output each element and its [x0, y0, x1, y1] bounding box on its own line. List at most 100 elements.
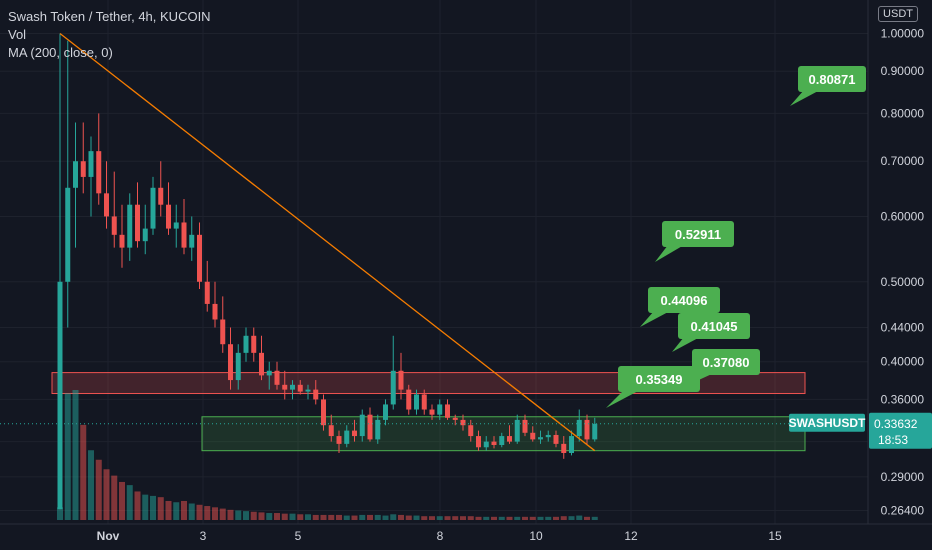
- target-label: 0.41045: [691, 319, 738, 334]
- candle: [569, 436, 574, 453]
- candle: [468, 425, 474, 437]
- candle: [429, 409, 435, 415]
- volume-bar: [57, 507, 63, 520]
- volume-bar: [429, 516, 435, 520]
- volume-bar: [297, 514, 304, 520]
- candle: [390, 370, 396, 405]
- volume-bar: [266, 513, 273, 520]
- target-label: 0.37080: [703, 355, 750, 370]
- volume-bar: [212, 507, 218, 520]
- candle: [460, 419, 466, 426]
- volume-bar: [204, 506, 211, 520]
- candle: [243, 335, 249, 353]
- price-axis-label: 0.29000: [881, 470, 925, 484]
- candle: [282, 384, 288, 390]
- target-pointer: [679, 373, 714, 389]
- volume-bar: [80, 424, 87, 520]
- candle: [111, 216, 117, 235]
- time-axis-label: 15: [768, 529, 782, 543]
- volume-bar: [312, 514, 319, 520]
- volume-bar: [367, 514, 373, 520]
- candle: [414, 394, 419, 410]
- target-pointer: [655, 245, 684, 262]
- volume-bar: [173, 502, 180, 520]
- candle: [538, 437, 543, 440]
- candle: [290, 384, 295, 390]
- price-axis-label: 0.90000: [881, 64, 925, 78]
- volume-bar: [514, 516, 521, 520]
- volume-bar: [359, 514, 366, 520]
- candle: [352, 430, 357, 437]
- candle: [476, 436, 481, 448]
- volume-bar: [227, 509, 234, 520]
- candle: [220, 319, 226, 345]
- volume-bar: [576, 515, 583, 520]
- candle: [328, 425, 334, 437]
- candle: [228, 344, 233, 381]
- volume-bar: [545, 516, 552, 520]
- volume-bar: [88, 450, 94, 520]
- volume-bar: [258, 512, 265, 520]
- volume-bar: [553, 516, 559, 520]
- time-axis-label: 5: [295, 529, 302, 543]
- volume-bar: [219, 508, 226, 520]
- volume-bar: [506, 516, 513, 520]
- chart-legend: Swash Token / Tether, 4h, KUCOIN Vol MA …: [8, 8, 211, 62]
- candle: [65, 187, 71, 282]
- candle: [321, 399, 326, 426]
- currency-button[interactable]: USDT: [878, 6, 918, 22]
- target-box: [618, 366, 700, 392]
- volume-bar: [142, 494, 149, 520]
- candle: [204, 281, 210, 304]
- target-label: 0.80871: [809, 72, 856, 87]
- volume-bar: [165, 500, 172, 520]
- candle: [375, 419, 381, 440]
- volume-bar: [243, 511, 249, 520]
- candle: [259, 352, 264, 376]
- candle: [367, 414, 373, 440]
- volume-bar: [537, 516, 544, 520]
- candle: [274, 370, 280, 385]
- candle: [499, 436, 505, 445]
- volume-bar: [181, 500, 187, 520]
- candle: [173, 222, 179, 229]
- volume-bar: [274, 513, 280, 520]
- volume-bar: [103, 469, 110, 520]
- price-tag-box: [869, 412, 932, 449]
- candle: [158, 187, 164, 205]
- candle: [383, 404, 388, 420]
- volume-bar: [351, 515, 358, 520]
- volume-bar: [343, 515, 350, 520]
- candle: [266, 370, 272, 376]
- volume-bar: [188, 503, 195, 520]
- volume-bar: [235, 510, 242, 520]
- target-pointer: [640, 311, 670, 327]
- candle: [150, 187, 156, 229]
- candle: [398, 370, 404, 390]
- candle: [73, 161, 78, 188]
- volume-bar: [467, 516, 474, 520]
- candle: [584, 419, 590, 440]
- volume-bar: [421, 516, 428, 520]
- candle: [445, 404, 450, 418]
- price-axis-label: 0.44000: [881, 321, 925, 335]
- candle: [251, 335, 257, 353]
- volume-bar: [95, 459, 102, 520]
- candle: [166, 204, 171, 229]
- candle: [421, 394, 427, 410]
- candle: [336, 436, 342, 444]
- support-zone: [201, 416, 806, 452]
- volume-bar: [436, 516, 443, 520]
- symbol-title: Swash Token / Tether, 4h, KUCOIN: [8, 9, 211, 24]
- time-axis-label: 3: [200, 529, 207, 543]
- candle: [553, 434, 559, 444]
- volume-indicator-label: Vol: [8, 27, 27, 42]
- candle: [181, 222, 187, 248]
- volume-bar: [328, 514, 335, 520]
- volume-bar: [64, 393, 71, 520]
- candle: [297, 384, 303, 392]
- volume-bar: [72, 390, 79, 520]
- volume-bar: [119, 481, 125, 520]
- volume-bar: [498, 516, 505, 520]
